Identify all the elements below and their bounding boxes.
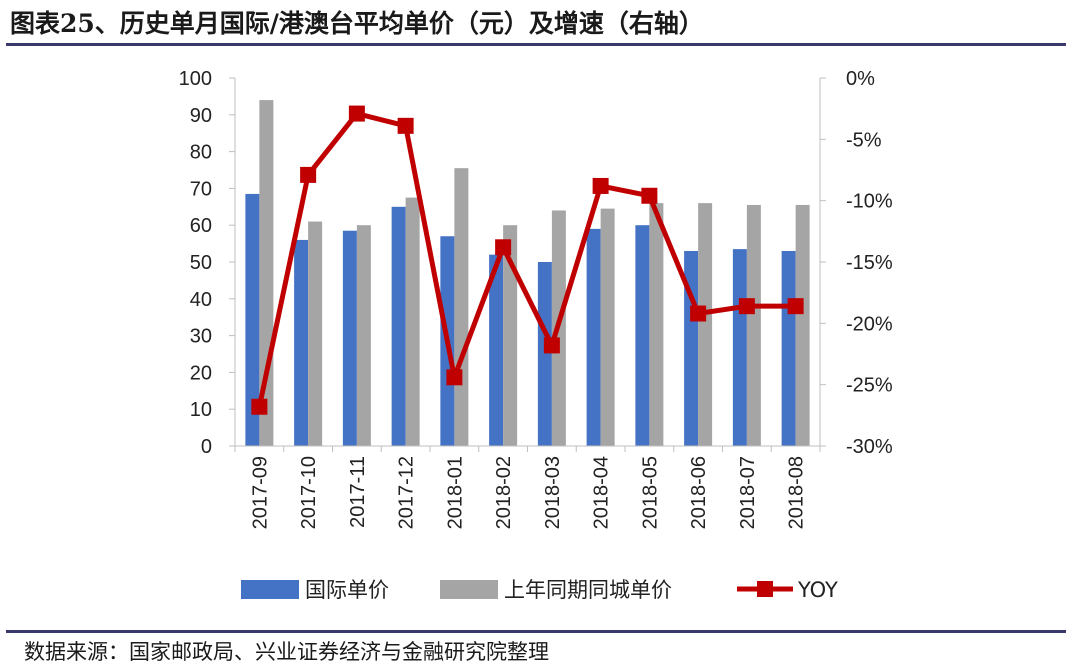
right-tick-label: -5% <box>846 129 882 151</box>
bar-last-year <box>698 203 713 446</box>
x-tick-label: 2018-02 <box>493 456 515 529</box>
yoy-marker <box>397 117 414 134</box>
bar-international <box>635 225 650 446</box>
yoy-marker <box>348 105 365 122</box>
yoy-marker <box>592 177 609 194</box>
yoy-marker <box>641 187 658 204</box>
bar-international <box>294 239 309 446</box>
left-tick-label: 0 <box>201 436 212 458</box>
left-tick-label: 30 <box>190 326 212 348</box>
bar-last-year <box>356 225 371 446</box>
right-axis: -30% -25% -20% -15% -10% -5% 0% <box>819 68 893 458</box>
yoy-marker <box>495 239 512 256</box>
bar-last-year <box>795 204 810 446</box>
x-tick-label: 2018-08 <box>786 456 808 529</box>
left-tick-label: 10 <box>190 399 212 421</box>
x-tick-label: 2017-09 <box>249 456 271 529</box>
right-tick-label: -20% <box>846 313 893 335</box>
yoy-line <box>251 105 804 415</box>
legend-label-international: 国际单价 <box>305 578 389 602</box>
title-rule <box>6 43 1066 46</box>
bar-last-year <box>308 221 323 446</box>
left-tick-label: 70 <box>190 178 212 200</box>
yoy-marker <box>738 298 755 315</box>
x-tick-label: 2018-05 <box>639 456 661 529</box>
bar-last-year <box>746 204 761 446</box>
bar-last-year <box>405 197 420 446</box>
yoy-marker <box>690 305 707 322</box>
bar-last-year <box>503 225 518 446</box>
left-tick-label: 100 <box>179 68 212 90</box>
left-tick-label: 20 <box>190 362 212 384</box>
x-axis: 2017-09 2017-10 2017-11 2017-12 2018-01 2018-… <box>234 445 821 529</box>
legend-swatch-international <box>241 580 299 599</box>
bar-international <box>781 250 796 446</box>
left-axis: 0 10 20 30 40 50 60 70 80 90 100 <box>179 68 236 458</box>
x-tick-label: 2017-12 <box>396 456 418 529</box>
x-tick-label: 2018-04 <box>591 456 613 529</box>
legend-label-yoy: YOY <box>797 578 838 602</box>
yoy-marker <box>787 298 804 315</box>
right-tick-label: -10% <box>846 191 893 213</box>
legend-swatch-last-year <box>440 580 498 599</box>
x-tick-label: 2018-06 <box>688 456 710 529</box>
right-tick-label: -15% <box>846 252 893 274</box>
bar-international <box>489 254 504 446</box>
legend-label-last-year: 上年同期同城单价 <box>504 578 672 602</box>
bar-international <box>391 206 406 446</box>
left-tick-label: 90 <box>190 105 212 127</box>
left-tick-label: 80 <box>190 142 212 164</box>
bar-international <box>342 230 357 446</box>
yoy-marker <box>251 398 268 415</box>
source-note: 数据来源：国家邮政局、兴业证券经济与金融研究院整理 <box>24 640 549 664</box>
bar-international <box>732 249 747 446</box>
x-tick-label: 2018-03 <box>542 456 564 529</box>
yoy-polyline <box>256 111 796 408</box>
bar-international <box>537 262 552 446</box>
bar-last-year <box>454 168 469 446</box>
left-tick-label: 60 <box>190 215 212 237</box>
bar-last-year <box>600 208 615 446</box>
yoy-marker <box>543 337 560 354</box>
yoy-marker <box>446 369 463 386</box>
yoy-marker <box>300 166 317 183</box>
right-tick-label: -25% <box>846 375 893 397</box>
x-tick-label: 2017-10 <box>298 456 320 529</box>
right-tick-label: -30% <box>846 436 893 458</box>
source-rule <box>6 630 1066 633</box>
legend-marker-yoy <box>757 581 773 597</box>
x-tick-label: 2018-07 <box>737 456 759 529</box>
right-tick-label: 0% <box>846 68 875 90</box>
legend: 国际单价 上年同期同城单价 YOY <box>241 578 838 602</box>
bar-international <box>586 228 601 446</box>
left-tick-label: 50 <box>190 252 212 274</box>
left-tick-label: 40 <box>190 289 212 311</box>
chart-title: 图表25、历史单月国际/港澳台平均单价（元）及增速（右轴） <box>10 9 704 38</box>
x-tick-label: 2018-01 <box>444 456 466 529</box>
bar-international <box>245 193 260 446</box>
bars <box>245 100 810 446</box>
x-tick-label: 2017-11 <box>347 456 369 528</box>
bar-last-year <box>649 203 664 446</box>
